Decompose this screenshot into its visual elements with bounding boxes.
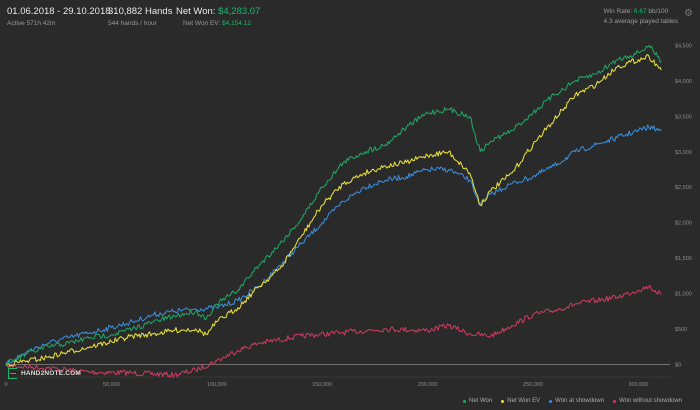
- net-won-block: Net Won: $4,283.07 Net Won EV: $4,154.12: [176, 6, 260, 27]
- net-won-ev: Net Won EV: $4,154.12: [183, 20, 260, 27]
- y-tick-label: $500: [675, 327, 687, 333]
- logo-mark-icon: [8, 367, 17, 379]
- chart-legend: Net Won Net Won EV Won at showdown Won with…: [463, 398, 682, 404]
- legend-dot-icon: [549, 399, 553, 403]
- legend-label: Net Won: [469, 398, 493, 404]
- series-line-net-won: [5, 44, 662, 367]
- win-rate: Win Rate: 6.67 bb/100: [604, 8, 678, 15]
- y-tick-label: $2,500: [675, 185, 692, 191]
- x-tick-label: 150,000: [312, 382, 332, 388]
- hand2note-logo: HAND2NOTE.COM: [8, 367, 81, 379]
- y-tick-label: $0: [675, 362, 681, 368]
- series-line-net-won-ev: [5, 53, 662, 367]
- avg-tables: 4.3 average played tables: [603, 18, 678, 25]
- legend-item[interactable]: Won without showdown: [613, 398, 682, 404]
- hands-block: 310,882 Hands 544 hands / hour: [108, 6, 172, 27]
- legend-item[interactable]: Won at showdown: [549, 398, 604, 404]
- logo-text: HAND2NOTE.COM: [21, 369, 82, 377]
- y-tick-label: $4,500: [675, 44, 692, 50]
- y-tick-label: $3,500: [675, 114, 692, 120]
- win-rate-label: Win Rate:: [603, 8, 633, 15]
- net-won-label: Net Won:: [176, 6, 216, 17]
- y-tick-label: $1,000: [675, 292, 692, 298]
- legend-label: Won without showdown: [619, 398, 682, 404]
- net-won: Net Won: $4,283.07: [176, 6, 260, 17]
- date-range: 01.06.2018 - 29.10.2018: [7, 6, 111, 17]
- legend-dot-icon: [501, 399, 505, 403]
- win-rate-block: Win Rate: 6.67 bb/100 4.3 average played…: [604, 8, 678, 28]
- y-tick-label: $2,000: [675, 221, 692, 227]
- win-rate-unit: bb/100: [648, 8, 669, 15]
- y-tick-label: $3,000: [675, 150, 692, 156]
- win-rate-value: 6.67: [633, 8, 647, 15]
- hands-per-hour: 544 hands / hour: [108, 20, 157, 27]
- net-won-ev-value: $4,154.12: [222, 20, 251, 27]
- date-block: 01.06.2018 - 29.10.2018 Active 571h 42m: [7, 6, 111, 27]
- x-tick-label: 0: [4, 382, 7, 388]
- legend-label: Won at showdown: [555, 398, 605, 404]
- series-line-won-without-showdown: [5, 284, 662, 378]
- x-tick-label: 200,000: [418, 382, 438, 388]
- legend-item[interactable]: Net Won: [463, 398, 492, 404]
- y-tick-label: $4,000: [675, 79, 692, 85]
- series-line-won-at-showdown: [5, 124, 662, 365]
- hands-count: 310,882 Hands: [108, 6, 173, 17]
- x-tick-label: 100,000: [207, 382, 227, 388]
- x-tick-label: 250,000: [523, 382, 543, 388]
- summary-header: 01.06.2018 - 29.10.2018 Active 571h 42m …: [0, 0, 700, 34]
- y-tick-label: $1,500: [675, 256, 692, 262]
- active-time: Active 571h 42m: [7, 20, 56, 27]
- net-won-value: $4,283.07: [218, 6, 261, 17]
- legend-item[interactable]: Net Won EV: [501, 398, 540, 404]
- x-tick-label: 300,000: [628, 382, 648, 388]
- legend-label: Net Won EV: [507, 398, 541, 404]
- legend-dot-icon: [613, 399, 617, 403]
- net-won-ev-label: Net Won EV:: [183, 20, 221, 27]
- x-tick-label: 50,000: [103, 382, 120, 388]
- legend-dot-icon: [463, 399, 466, 403]
- gear-icon[interactable]: ⚙: [684, 8, 693, 19]
